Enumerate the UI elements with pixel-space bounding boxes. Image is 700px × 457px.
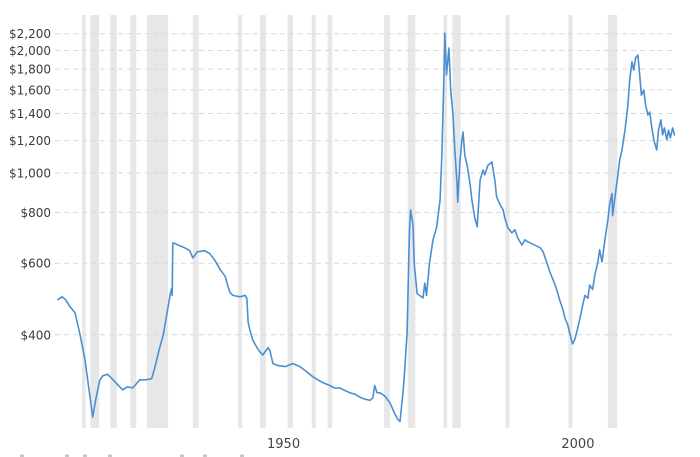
recession-band [505, 15, 510, 428]
cropped-text-fragment [20, 454, 24, 457]
recession-band [82, 15, 86, 428]
recession-band [311, 15, 316, 428]
recession-band [259, 15, 266, 428]
cropped-text-fragment [180, 454, 184, 457]
y-tick-label: $2,200 [9, 27, 51, 41]
recession-band [452, 15, 461, 428]
gold-price-line [57, 32, 676, 423]
recession-bands [82, 15, 618, 428]
recession-band [287, 15, 293, 428]
recession-band [327, 15, 333, 428]
cropped-text-fragment [240, 454, 244, 457]
recession-band [110, 15, 117, 428]
cropped-text-fragment [203, 454, 207, 457]
y-tick-label: $600 [20, 257, 51, 271]
recession-band [238, 15, 243, 428]
recession-band [90, 15, 100, 428]
recession-band [192, 15, 199, 428]
recession-band [607, 15, 618, 428]
y-tick-label: $1,800 [9, 63, 51, 77]
y-tick-label: $1,600 [9, 83, 51, 97]
x-tick-label: 2000 [561, 437, 594, 452]
price-line-layer [57, 32, 676, 423]
recession-band [146, 15, 169, 428]
gridlines [55, 33, 675, 336]
recession-band [384, 15, 390, 428]
cropped-text-fragment [65, 454, 69, 457]
recession-band [407, 15, 416, 428]
y-axis-labels: $400 $600 $800 $1,000 $1,200 $1,400 $1,600 $1,8… [9, 27, 51, 342]
y-tick-label: $1,000 [9, 166, 51, 180]
cropped-text-fragment [108, 454, 112, 457]
recession-band [443, 15, 448, 428]
cropped-text-fragment [83, 454, 87, 457]
recession-band [130, 15, 137, 428]
y-tick-label: $800 [20, 206, 51, 220]
x-axis-labels: 1950 2000 [267, 437, 594, 452]
y-tick-label: $1,200 [9, 134, 51, 148]
x-tick-label: 1950 [267, 437, 300, 452]
recession-band [568, 15, 573, 428]
y-tick-label: $2,000 [9, 44, 51, 58]
y-tick-label: $400 [20, 328, 51, 342]
cropped-text-fragments [20, 454, 244, 457]
y-tick-label: $1,400 [9, 107, 51, 121]
